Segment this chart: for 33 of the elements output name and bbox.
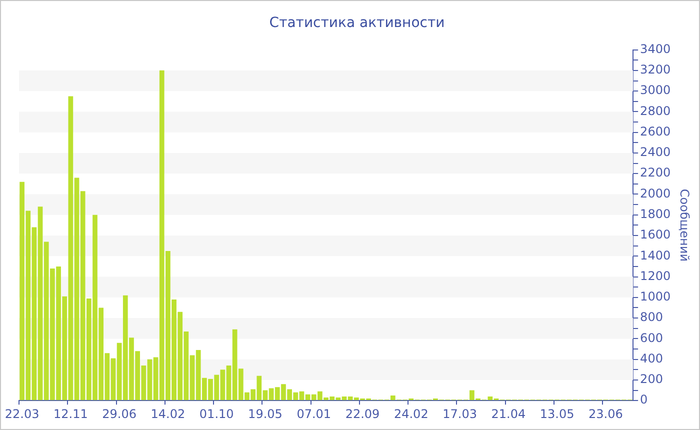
y-tick-label: 1200: [640, 268, 671, 283]
y-tick-label: 800: [640, 310, 663, 324]
y-tick-label: 1400: [640, 248, 671, 262]
y-tick-label: 2800: [640, 104, 671, 118]
x-tick-label: 19.05: [248, 406, 282, 421]
y-tick-label: 0: [640, 392, 648, 407]
x-tick-label: 07.01: [296, 406, 332, 421]
y-tick-label: 2400: [640, 145, 671, 160]
x-tick-label: 22.03: [4, 406, 40, 421]
x-tick-label: 13.05: [540, 406, 574, 421]
y-tick-label: 1000: [640, 290, 671, 304]
x-tick-label: 14.02: [150, 406, 186, 421]
chart-title: Статистика активности: [269, 15, 445, 32]
y-tick-label: 2600: [640, 124, 671, 138]
y-tick-label: 2200: [640, 166, 671, 180]
y-tick-label: 1800: [640, 207, 671, 222]
y-tick-label: 200: [640, 372, 663, 386]
y-tick-label: 3200: [640, 62, 671, 77]
x-tick-label: 01.10: [199, 406, 234, 421]
y-tick-label: 3000: [640, 83, 671, 98]
y-tick-label: 3400: [640, 42, 671, 56]
x-tick-label: 23.06: [588, 406, 623, 421]
x-tick-label: 17.03: [442, 406, 477, 421]
y-tick-label: 400: [640, 351, 663, 366]
x-tick-label: 22.09: [345, 406, 380, 421]
y-tick-label: 1600: [640, 228, 671, 242]
y-tick-label: 600: [640, 330, 663, 345]
x-tick-label: 24.02: [394, 406, 428, 421]
y-axis-title: Сообщений: [678, 188, 692, 262]
x-tick-label: 29.06: [102, 406, 136, 421]
x-tick-label: 21.04: [491, 406, 526, 421]
x-tick-label: 12.11: [54, 406, 88, 421]
y-tick-label: 2000: [640, 186, 671, 200]
